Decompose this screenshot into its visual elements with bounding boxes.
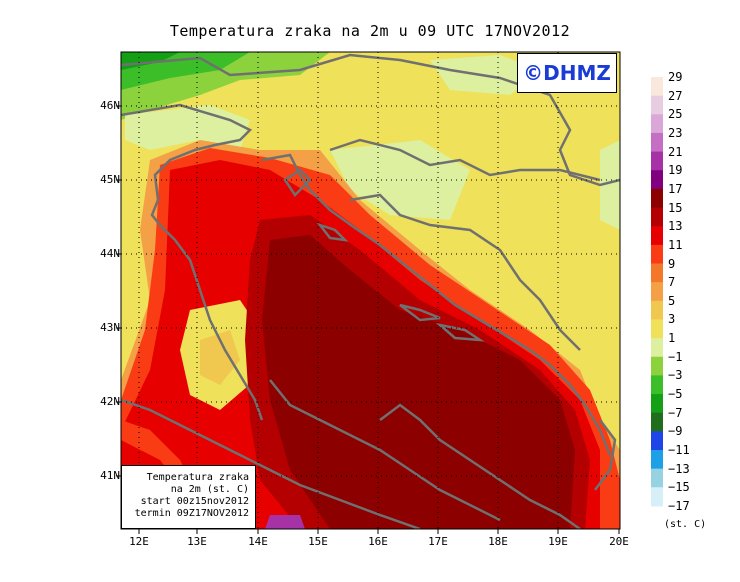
- legend-colorbar: [651, 77, 663, 507]
- legend-swatch: [651, 207, 663, 227]
- lat-label-41n: 41N: [100, 469, 120, 482]
- lon-label-14e: 14E: [248, 535, 268, 548]
- legend-swatch: [651, 394, 663, 414]
- legend-swatch: [651, 244, 663, 264]
- lat-label-43n: 43N: [100, 321, 120, 334]
- legend-label: −11: [668, 443, 690, 457]
- info-line-termin: termin 09Z17NOV2012: [134, 508, 249, 519]
- lon-label-17e: 17E: [428, 535, 448, 548]
- info-line-start: start 00z15nov2012: [140, 496, 249, 507]
- legend-swatch: [651, 468, 663, 488]
- coastline-borders: [121, 53, 620, 529]
- lon-label-13e: 13E: [187, 535, 207, 548]
- axis-ticks: [116, 105, 620, 534]
- legend-label: 15: [668, 200, 683, 215]
- lon-label-15e: 15E: [308, 535, 328, 548]
- legend-swatch: [651, 151, 663, 171]
- legend-unit: (st. C): [664, 519, 707, 530]
- lon-label-19e: 19E: [548, 535, 568, 548]
- legend-label: 29: [668, 70, 683, 84]
- info-box: Temperatura zraka na 2m (st. C) start 00…: [121, 465, 256, 529]
- legend-swatch: [651, 375, 663, 395]
- legend-label: −5: [668, 387, 683, 402]
- legend-swatch: [651, 132, 663, 153]
- lat-label-42n: 42N: [100, 395, 120, 408]
- lon-label-12e: 12E: [129, 535, 149, 548]
- map-frame: [120, 51, 621, 530]
- map-title: Temperatura zraka na 2m u 09 UTC 17NOV20…: [169, 22, 571, 40]
- legend-swatch: [651, 450, 663, 470]
- legend-label: 23: [668, 125, 683, 140]
- legend-label: 3: [668, 312, 676, 327]
- legend-label: 19: [668, 163, 683, 178]
- dhmz-copyright-logo: ©DHMZ: [517, 53, 617, 93]
- legend-label: −13: [668, 461, 690, 476]
- legend-label: 27: [668, 88, 683, 103]
- lon-label-16e: 16E: [368, 535, 388, 548]
- legend-swatch: [651, 77, 663, 97]
- legend-label: −1: [668, 349, 683, 364]
- legend-label: −15: [668, 480, 690, 495]
- info-line-variable: Temperatura zraka: [146, 472, 249, 483]
- legend-label: 5: [668, 293, 676, 308]
- legend-swatch: [651, 431, 663, 451]
- legend-swatch: [651, 338, 663, 358]
- legend-swatch: [651, 263, 663, 283]
- lat-label-45n: 45N: [100, 173, 120, 186]
- legend-label: −7: [668, 405, 683, 420]
- legend-label: 21: [668, 144, 683, 159]
- graticule: [121, 52, 620, 529]
- legend-swatch: [651, 412, 663, 432]
- lat-label-44n: 44N: [100, 247, 120, 260]
- legend-label: −9: [668, 424, 683, 439]
- legend-label: 1: [668, 331, 676, 346]
- legend-label: 11: [668, 237, 683, 252]
- legend-swatch: [651, 356, 663, 376]
- legend-swatch: [651, 300, 663, 320]
- legend-label: 17: [668, 181, 683, 196]
- lat-label-46n: 46N: [100, 99, 120, 112]
- legend-swatch: [651, 95, 663, 115]
- legend-swatch: [651, 170, 663, 190]
- legend-label: −17: [668, 498, 690, 513]
- info-line-unit: na 2m (st. C): [170, 484, 249, 495]
- lon-label-20e: 20E: [609, 535, 629, 548]
- legend-swatch: [651, 114, 663, 134]
- legend-label: 13: [668, 219, 683, 234]
- legend-label: 9: [668, 256, 676, 271]
- legend-label: 7: [668, 275, 676, 290]
- legend-label: −3: [668, 368, 683, 383]
- legend-swatch: [651, 487, 663, 507]
- temperature-field: [121, 52, 620, 529]
- legend-label: 25: [668, 107, 683, 122]
- lon-label-18e: 18E: [488, 535, 508, 548]
- legend-swatch: [651, 282, 663, 302]
- legend-swatch: [651, 226, 663, 246]
- legend-swatch: [651, 319, 663, 339]
- legend-swatch: [651, 188, 663, 209]
